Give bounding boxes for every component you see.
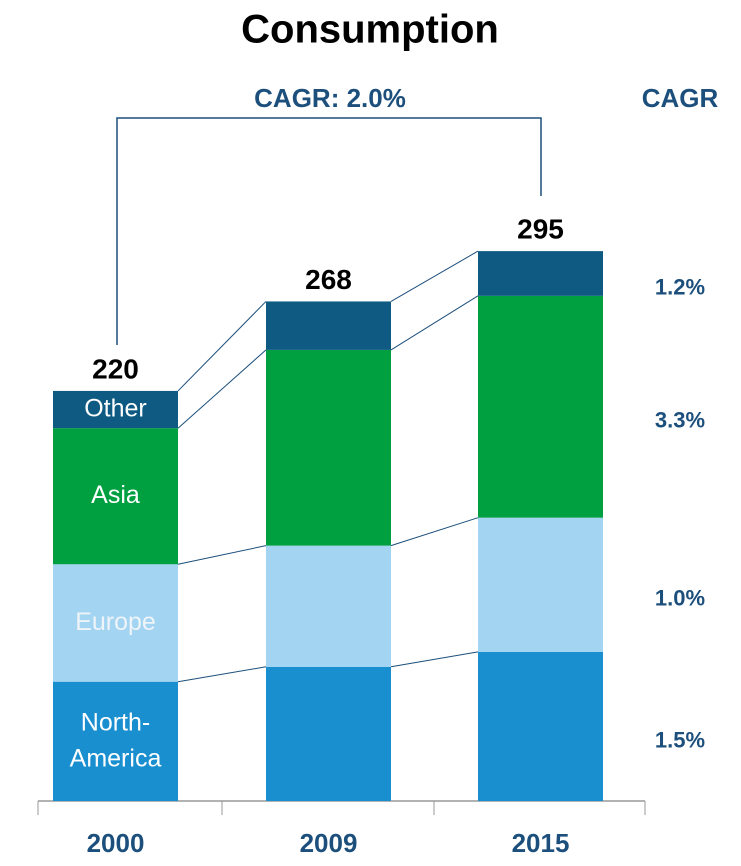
connector xyxy=(390,250,479,302)
bar-segment xyxy=(53,390,178,429)
segment-label-line: Other xyxy=(84,394,147,422)
segment-label-line: Asia xyxy=(91,481,140,509)
cagr-title: CAGR xyxy=(642,83,719,113)
bar-segment xyxy=(266,666,391,801)
total-label: 268 xyxy=(305,264,352,295)
bar-segment xyxy=(478,295,603,518)
connector xyxy=(390,517,479,547)
bar-segment xyxy=(266,349,391,546)
total-label: 295 xyxy=(517,214,564,245)
connector xyxy=(390,651,479,668)
bar-segment xyxy=(53,428,178,565)
segment-label-line: America xyxy=(70,744,162,772)
x-tick-label: 2015 xyxy=(512,828,570,858)
connector xyxy=(177,666,267,683)
chart-title: Consumption xyxy=(241,8,499,52)
overall-cagr: CAGR: 2.0% xyxy=(254,83,406,113)
bar-segment xyxy=(266,545,391,667)
x-tick-label: 2000 xyxy=(87,828,145,858)
segment-label: North- America xyxy=(70,708,162,772)
connector xyxy=(177,349,267,429)
segment-label: Other xyxy=(84,394,147,422)
total-label: 220 xyxy=(92,353,139,384)
bar-segment xyxy=(53,681,178,801)
bar-segment xyxy=(478,517,603,652)
segment-label-line: Europe xyxy=(75,608,156,636)
connector xyxy=(177,545,267,565)
cagr-label: 1.5% xyxy=(655,727,705,752)
bar-segment xyxy=(478,251,603,296)
connector xyxy=(177,301,267,392)
bar-segment xyxy=(53,564,178,682)
cagr-bracket xyxy=(116,117,542,345)
connector xyxy=(390,295,479,351)
bar-segment xyxy=(478,651,603,801)
segment-label-line: North- xyxy=(81,708,150,736)
cagr-label: 1.2% xyxy=(655,274,705,299)
cagr-label: 1.0% xyxy=(655,586,705,611)
segment-label: Asia xyxy=(91,481,140,509)
cagr-label: 3.3% xyxy=(655,408,705,433)
x-tick-label: 2009 xyxy=(300,828,358,858)
segment-label: Europe xyxy=(75,608,156,636)
bar-segment xyxy=(266,301,391,350)
